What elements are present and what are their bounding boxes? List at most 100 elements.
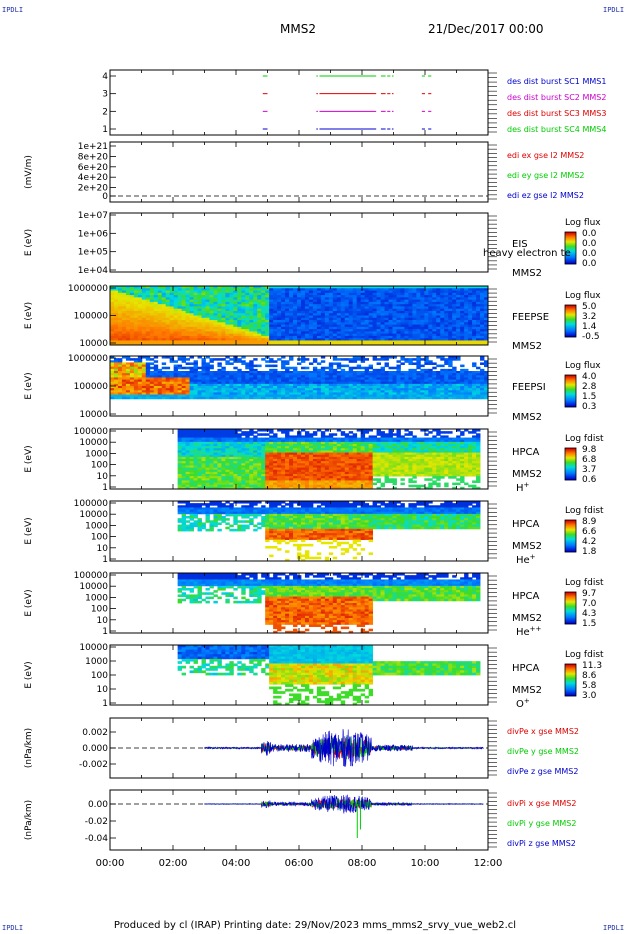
heatmap-cell-feepse — [384, 340, 389, 344]
heatmap-cell-feepse — [169, 304, 175, 307]
heatmap-cell-feepsi — [197, 394, 202, 398]
heatmap-cell-feepse — [384, 322, 389, 325]
heatmap-cell-feepse — [193, 297, 198, 301]
heatmap-cell-hpca_h — [233, 480, 238, 483]
heatmap-cell-feepse — [332, 295, 338, 298]
heatmap-cell-feepsi — [133, 386, 139, 389]
heatmap-cell-feepse — [308, 322, 314, 325]
heatmap-cell-feepsi — [452, 356, 457, 359]
mission-title: MMS2 — [280, 22, 316, 36]
heatmap-cell-feepse — [436, 295, 441, 298]
heatmap-cell-feepse — [360, 320, 366, 323]
heatmap-cell-feepse — [340, 329, 346, 332]
heatmap-cell-feepsi — [476, 375, 481, 378]
heatmap-cell-feepse — [157, 304, 163, 307]
heatmap-cell-feepsi — [316, 362, 322, 365]
heatmap-cell-feepse — [300, 299, 306, 303]
heatmap-cell-feepse — [432, 333, 437, 337]
heatmap-cell-feepse — [269, 310, 274, 314]
heatmap-cell-feepse — [229, 308, 234, 312]
heatmap-cell-feepse — [197, 333, 202, 337]
heatmap-cell-feepse — [352, 324, 358, 328]
heatmap-cell-feepsi — [340, 392, 346, 395]
heatmap-cell-feepse — [404, 326, 409, 330]
heatmap-cell-feepse — [165, 295, 171, 298]
colorbar-band-feepsi-26 — [565, 401, 576, 403]
heatmap-cell-feepsi — [205, 373, 210, 376]
heatmap-cell-feepse — [432, 295, 437, 298]
heatmap-cell-hpca_h — [241, 482, 246, 486]
heatmap-cell-hpca_h — [233, 474, 238, 477]
heatmap-cell-feepse — [384, 306, 389, 310]
heatmap-cell-feepsi — [468, 373, 473, 376]
heatmap-cell-feepsi — [153, 383, 159, 387]
heatmap-cell-feepse — [177, 317, 183, 321]
heatmap-cell-feepse — [113, 342, 119, 346]
heatmap-cell-feepse — [265, 329, 270, 332]
heatmap-cell-feepse — [281, 335, 286, 339]
heatmap-cell-hpca_h — [189, 484, 194, 488]
heatmap-cell-feepsi — [261, 371, 266, 374]
heatmap-cell-feepse — [352, 301, 358, 305]
heatmap-cell-feepse — [416, 286, 421, 289]
heatmap-cell-feepsi — [113, 381, 119, 385]
heatmap-cell-feepse — [201, 322, 206, 325]
heatmap-cell-feepse — [416, 301, 421, 305]
heatmap-cell-feepse — [277, 315, 282, 319]
heatmap-cell-feepse — [245, 331, 250, 335]
heatmap-cell-feepsi — [289, 388, 294, 391]
heatmap-cell-feepse — [344, 308, 350, 312]
heatmap-cell-feepse — [161, 304, 167, 307]
heatmap-cell-hpca_h — [221, 469, 226, 473]
heatmap-cell-feepse — [320, 295, 326, 298]
heatmap-cell-feepsi — [257, 371, 262, 374]
heatmap-cell-feepsi — [217, 388, 222, 391]
heatmap-cell-feepse — [201, 324, 206, 328]
heatmap-cell-feepse — [137, 329, 143, 332]
heatmap-cell-feepse — [197, 320, 202, 323]
heatmap-cell-feepsi — [205, 371, 210, 374]
heatmap-cell-feepse — [217, 340, 222, 344]
heatmap-cell-feepse — [316, 322, 322, 325]
heatmap-cell-feepsi — [444, 381, 449, 385]
heatmap-cell-feepsi — [320, 386, 326, 389]
heatmap-cell-feepsi — [149, 381, 155, 385]
colorbar-band-eis-8 — [565, 240, 576, 242]
heatmap-cell-feepse — [336, 301, 342, 305]
heatmap-cell-feepse — [452, 315, 457, 319]
heatmap-cell-feepse — [432, 315, 437, 319]
heatmap-cell-feepse — [193, 286, 198, 289]
heatmap-cell-feepse — [201, 326, 206, 330]
heatmap-cell-feepse — [332, 315, 338, 319]
heatmap-cell-feepse — [464, 304, 469, 307]
heatmap-cell-feepsi — [213, 381, 218, 385]
heatmap-cell-feepse — [145, 290, 151, 294]
heatmap-cell-feepse — [145, 333, 151, 337]
heatmap-cell-feepsi — [201, 386, 206, 389]
heatmap-cell-feepsi — [273, 396, 278, 400]
heatmap-cell-feepse — [328, 331, 334, 335]
heatmap-cell-feepsi — [344, 379, 350, 383]
heatmap-cell-feepsi — [320, 368, 326, 372]
heatmap-cell-hpca_h — [217, 465, 222, 468]
heatmap-cell-feepse — [133, 326, 139, 330]
heatmap-cell-feepse — [396, 335, 401, 339]
heatmap-cell-feepsi — [368, 371, 374, 374]
heatmap-cell-feepse — [400, 310, 405, 314]
heatmap-cell-feepse — [384, 286, 389, 289]
heatmap-cell-feepsi — [261, 386, 266, 389]
heatmap-cell-hpca_h — [225, 486, 230, 490]
heatmap-cell-feepse — [225, 295, 230, 298]
heatmap-cell-hpca_h — [181, 452, 186, 456]
heatmap-cell-feepsi — [456, 396, 461, 400]
heatmap-cell-feepse — [416, 297, 421, 301]
heatmap-cell-feepsi — [440, 381, 445, 385]
heatmap-cell-feepsi — [269, 360, 274, 363]
heatmap-cell-feepsi — [185, 366, 190, 370]
heatmap-cell-feepse — [217, 320, 222, 323]
heatmap-cell-feepsi — [432, 394, 437, 398]
heatmap-cell-feepse — [125, 331, 131, 335]
heatmap-cell-feepse — [173, 304, 179, 307]
heatmap-cell-feepse — [161, 299, 167, 303]
heatmap-cell-feepse — [225, 329, 230, 332]
